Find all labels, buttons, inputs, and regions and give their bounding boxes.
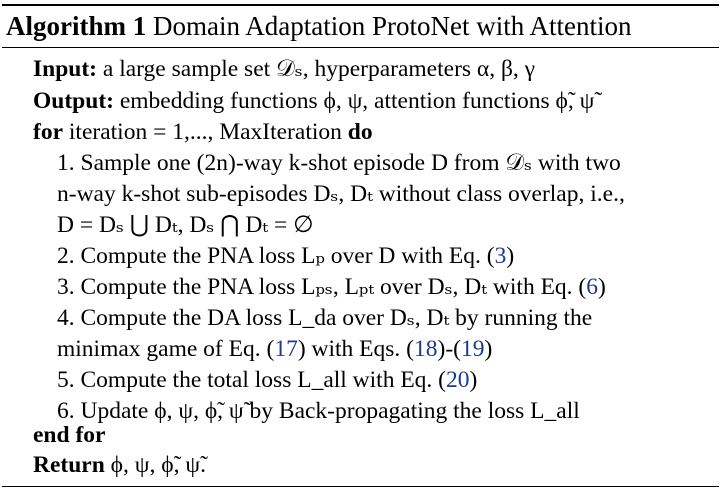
input-keyword: Input: (33, 56, 98, 82)
end-for-line: end for (33, 420, 105, 450)
step-1-line-2: n-way k-shot sub-episodes Dₛ, Dₜ without… (57, 181, 625, 207)
step-4-text: minimax game of Eq. ( (57, 336, 275, 362)
eq-ref-17[interactable]: 17 (274, 336, 298, 362)
step-4-line-2: minimax game of Eq. (17) with Eqs. (18)-… (57, 334, 492, 364)
output-keyword: Output: (33, 88, 114, 114)
for-condition: iteration = 1,..., MaxIteration (68, 119, 342, 145)
step-2-close: ) (506, 243, 515, 269)
step-5-close: ) (469, 367, 478, 393)
step-4-close: ) (484, 336, 493, 362)
algorithm-title: Algorithm 1 Domain Adaptation ProtoNet w… (6, 9, 631, 43)
step-3: 3. Compute the PNA loss Lₚₛ, Lₚₜ over Dₛ… (57, 272, 606, 302)
step-4-line-1: 4. Compute the DA loss L_da over Dₛ, Dₜ … (57, 305, 593, 331)
do-keyword: do (347, 119, 373, 145)
output-line: Output: embedding functions ϕ, ψ, attent… (33, 86, 594, 116)
title-rule (2, 47, 719, 48)
step-1-line-3: D = Dₛ ⋃ Dₜ, Dₛ ⋂ Dₜ = ∅ (57, 212, 314, 238)
step-5-text: 5. Compute the total loss L_all with Eq.… (57, 367, 447, 393)
step-3-close: ) (598, 274, 606, 300)
algorithm-label: Algorithm 1 (6, 11, 147, 41)
input-line: Input: a large sample set 𝒟ₛ, hyperparam… (33, 54, 535, 84)
end-for-keyword: end for (33, 422, 106, 448)
step-6: 6. Update ϕ, ψ, ϕ̃, ψ̃ by Back-propagati… (57, 398, 580, 424)
return-keyword: Return (33, 452, 105, 478)
step-2: 2. Compute the PNA loss Lₚ over D with E… (57, 241, 514, 271)
step-2-text: 2. Compute the PNA loss Lₚ over D with E… (57, 243, 495, 269)
for-keyword: for (33, 119, 64, 145)
algorithm-name: Domain Adaptation ProtoNet with Attentio… (152, 11, 632, 41)
top-rule (2, 4, 719, 6)
eq-ref-19[interactable]: 19 (461, 336, 485, 362)
step-5: 5. Compute the total loss L_all with Eq.… (57, 365, 477, 395)
step-4-dash: )-( (437, 336, 461, 362)
step-1-line-1: 1. Sample one (2n)-way k-shot episode D … (57, 150, 621, 176)
output-text: embedding functions ϕ, ψ, attention func… (119, 88, 595, 114)
step-3-text: 3. Compute the PNA loss Lₚₛ, Lₚₜ over Dₛ… (57, 274, 587, 300)
eq-ref-6[interactable]: 6 (586, 274, 598, 300)
return-line: Return ϕ, ψ, ϕ̃, ψ̃. (33, 450, 206, 480)
eq-ref-20[interactable]: 20 (446, 367, 470, 393)
input-text: a large sample set 𝒟ₛ, hyperparameters α… (102, 56, 536, 82)
return-text: ϕ, ψ, ϕ̃, ψ̃. (110, 452, 206, 478)
for-line: for iteration = 1,..., MaxIteration do (33, 117, 373, 147)
bottom-rule (2, 486, 719, 487)
eq-ref-3[interactable]: 3 (494, 243, 507, 269)
step-4-mid: ) with Eqs. ( (297, 336, 415, 362)
eq-ref-18[interactable]: 18 (414, 336, 438, 362)
